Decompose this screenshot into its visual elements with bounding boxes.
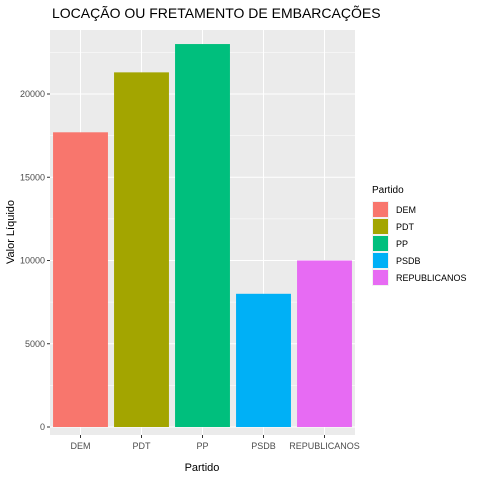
legend-title: Partido [372, 185, 404, 196]
bar-republicanos [297, 260, 352, 427]
y-tick-label: 15000 [20, 172, 45, 182]
legend-label-dem: DEM [396, 205, 416, 215]
legend: Partido DEM PDT PP PSDB REPUBLICANOS [372, 185, 467, 286]
y-tick-label: 10000 [20, 256, 45, 266]
bar-dem [53, 132, 108, 428]
x-tick-label: PSDB [251, 441, 276, 451]
bar-pp [175, 44, 230, 428]
x-tick-label: PP [196, 441, 208, 451]
bars [53, 44, 352, 428]
legend-label-pp: PP [396, 239, 408, 249]
legend-swatch-pp [373, 236, 388, 251]
x-tick-label: REPUBLICANOS [289, 441, 360, 451]
x-axis-title: Partido [185, 462, 220, 474]
legend-label-pdt: PDT [396, 222, 415, 232]
x-tick-label: PDT [133, 441, 152, 451]
bar-pdt [114, 72, 169, 427]
legend-label-republicanos: REPUBLICANOS [396, 273, 467, 283]
legend-label-psdb: PSDB [396, 256, 421, 266]
legend-swatch-dem [373, 202, 388, 217]
y-axis-title: Valor Líquido [5, 200, 17, 264]
y-tick-label: 20000 [20, 89, 45, 99]
bar-psdb [236, 293, 291, 427]
legend-swatch-psdb [373, 253, 388, 268]
legend-swatch-republicanos [373, 270, 388, 285]
chart-title: LOCAÇÃO OU FRETAMENTO DE EMBARCAÇÕES [52, 5, 381, 21]
x-axis-ticks: DEM PDT PP PSDB REPUBLICANOS [71, 435, 360, 451]
y-tick-label: 5000 [25, 339, 45, 349]
y-axis-ticks: 0 5000 10000 15000 20000 [20, 89, 50, 432]
y-tick-label: 0 [40, 422, 45, 432]
legend-swatch-pdt [373, 219, 388, 234]
x-tick-label: DEM [71, 441, 91, 451]
